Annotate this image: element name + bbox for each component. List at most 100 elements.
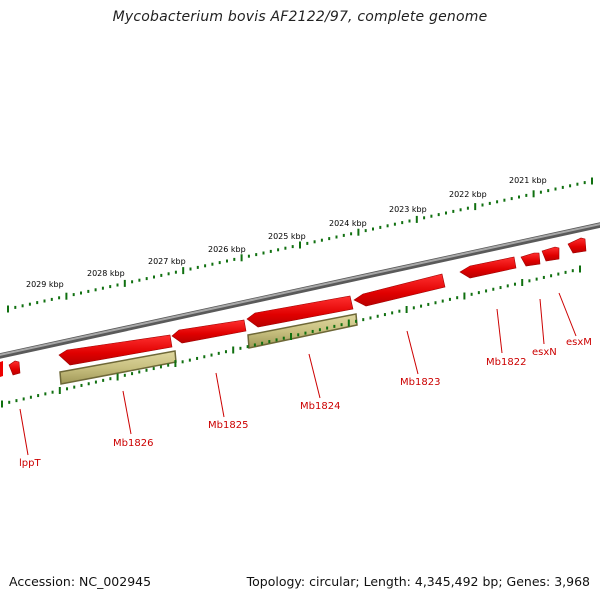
inner-tick [340,323,343,327]
backbone-highlight [0,223,600,356]
outer-tick [233,257,236,261]
outer-tick [430,214,433,218]
inner-tick [391,311,394,315]
inner-tick [282,336,285,340]
gene-label[interactable]: Mb1822 [486,357,526,368]
gene-labels: esxM esxN Mb1822 Mb1823 Mb1824 Mb1825 Mb1826 lp… [19,337,592,469]
inner-tick [246,345,249,349]
genome-summary: Topology: circular; Length: 4,345,492 bp… [246,574,590,589]
cds-feature[interactable] [8,360,21,376]
inner-tick [427,302,430,306]
outer-tick [7,305,9,313]
inner-tick [492,287,495,291]
outer-tick [342,233,345,237]
inner-tick [29,395,32,399]
cds-feature[interactable] [541,246,560,262]
gene-label[interactable]: esxM [566,337,592,348]
outer-tick [554,187,557,191]
scale-tick-label: 2021 kbp [509,176,547,185]
inner-tick [477,291,480,295]
leader-line [122,390,132,435]
inner-tick [326,326,329,330]
gene-label[interactable]: lppT [19,458,41,469]
outer-tick [87,289,90,293]
outer-tick [474,203,477,211]
gene-label[interactable]: Mb1825 [208,420,248,431]
outer-tick [262,251,265,255]
inner-tick [304,331,307,335]
cds-feature[interactable] [171,319,247,344]
inner-tick [1,400,3,408]
inner-tick [159,365,162,369]
leader-line [215,372,225,418]
gene-feature[interactable] [247,313,358,349]
outer-tick [313,240,316,244]
outer-tick [160,273,163,277]
outer-tick [72,293,75,297]
inner-tick [15,399,18,403]
outer-tick [583,181,586,185]
gene-label[interactable]: Mb1824 [300,401,340,412]
outer-tick [569,184,572,188]
accession-text: Accession: NC_002945 [9,574,152,589]
outer-tick [131,280,134,284]
outer-tick [357,228,360,236]
outer-tick [58,296,61,300]
inner-tick [297,333,300,337]
scale-tick-label: 2022 kbp [449,190,487,199]
outer-tick [437,213,440,217]
scale-tick-labels: 2021 kbp 2022 kbp 2023 kbp 2024 kbp 2025 kbp… [26,176,547,289]
inner-tick [579,265,581,273]
cds-feature[interactable] [0,361,3,377]
inner-tick [80,383,83,387]
inner-tick [109,377,112,381]
outer-tick [408,219,411,223]
outer-tick [196,265,199,269]
outer-tick [211,262,214,266]
outer-tick [43,299,46,303]
gene-track [59,313,358,385]
inner-tick [188,358,191,362]
gene-label[interactable]: Mb1823 [400,377,440,388]
outer-scale-ruler [7,177,593,313]
cds-feature[interactable] [58,334,173,366]
cds-feature[interactable] [520,252,541,267]
inner-tick [420,304,423,308]
outer-tick [561,185,564,189]
outer-tick [269,249,272,253]
outer-tick [109,285,112,289]
outer-tick [328,237,331,241]
inner-tick [550,274,553,278]
outer-tick [481,203,484,207]
inner-tick [463,292,466,300]
outer-tick [299,241,301,249]
cds-feature[interactable] [353,273,446,307]
cds-feature[interactable] [246,295,354,328]
gene-label[interactable]: Mb1826 [113,438,153,449]
inner-tick [456,296,459,300]
cds-feature[interactable] [459,256,517,279]
cds-feature[interactable] [567,237,587,254]
inner-tick [290,333,292,340]
leader-line [496,308,503,354]
outer-tick [532,190,535,198]
inner-tick [355,319,358,323]
outer-tick [145,277,148,281]
inner-tick [383,313,386,317]
inner-tick [470,292,473,296]
inner-tick [398,309,401,313]
scale-tick-label: 2028 kbp [87,269,125,278]
inner-tick [116,373,119,381]
outer-tick [50,297,53,301]
label-leader-lines [19,292,577,456]
inner-tick [564,270,567,274]
map-title: Mycobacterium bovis AF2122/97, complete … [112,9,488,25]
gene-label[interactable]: esxN [532,347,557,358]
outer-tick [372,227,374,231]
outer-tick [364,229,367,233]
inner-tick [217,351,220,355]
outer-tick [525,193,528,197]
inner-tick [174,360,177,367]
inner-tick [66,387,69,391]
inner-tick [239,346,242,350]
